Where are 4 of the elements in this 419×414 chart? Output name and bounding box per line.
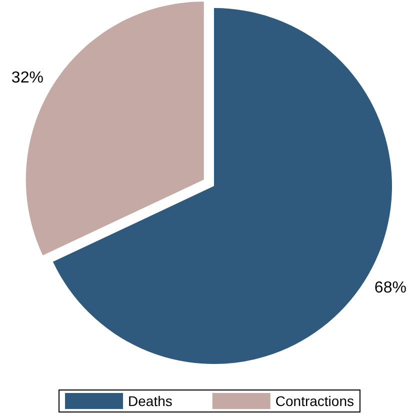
data-label: 32% bbox=[11, 69, 44, 86]
data-label: 68% bbox=[374, 279, 406, 296]
legend-label: Deaths bbox=[128, 393, 172, 409]
legend-label: Contractions bbox=[275, 393, 354, 409]
